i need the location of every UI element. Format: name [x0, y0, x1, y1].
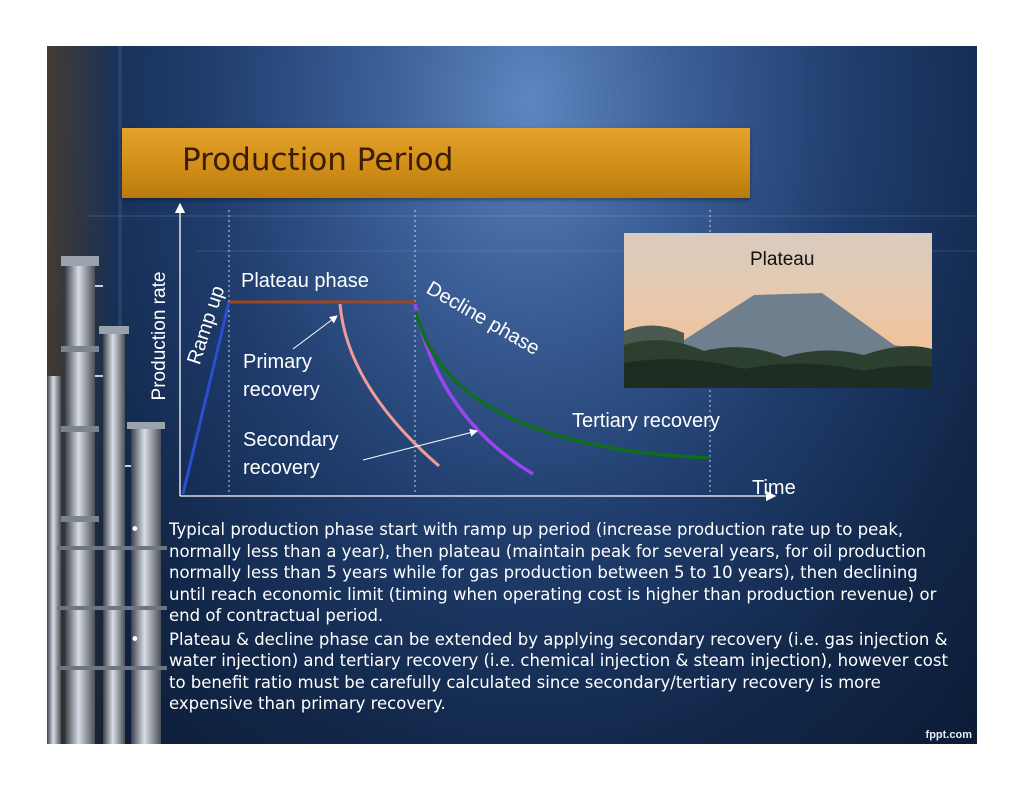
production-profile-diagram: Production rate Time Ramp up Plateau pha…	[149, 202, 796, 502]
y-axis-label: Production rate	[149, 272, 170, 401]
watermark: fppt.com	[925, 729, 972, 741]
bullet-text: Plateau & decline phase can be extended …	[169, 629, 948, 714]
decline-phase-label: Decline phase	[423, 277, 544, 359]
bullet-list: • Typical production phase start with ra…	[130, 519, 950, 717]
title-bar: Production Period	[122, 128, 750, 198]
primary-recovery-curve	[338, 303, 440, 468]
bullet-marker: •	[130, 629, 140, 649]
ramp-up-curve	[181, 301, 231, 495]
secondary-pointer-arrow	[362, 428, 478, 461]
primary-recovery-label-line1: Primary	[243, 351, 312, 373]
secondary-recovery-label-line2: recovery	[243, 457, 320, 479]
bullet-text: Typical production phase start with ramp…	[169, 520, 937, 625]
primary-pointer-arrow	[292, 315, 338, 350]
x-axis-label: Time	[752, 477, 796, 499]
slide: Production Period Production rate Time R…	[47, 46, 977, 744]
plateau-photo: Plateau	[624, 233, 932, 388]
refinery-towers	[47, 256, 167, 744]
plateau-photo-label: Plateau	[750, 249, 815, 270]
primary-recovery-label-line2: recovery	[243, 379, 320, 401]
bullet-item: • Plateau & decline phase can be extende…	[130, 629, 950, 715]
bullet-marker: •	[130, 520, 140, 539]
plateau-landscape-image	[624, 233, 932, 388]
plateau-phase-label: Plateau phase	[241, 270, 369, 292]
slide-title: Production Period	[182, 142, 454, 178]
bullet-item: • Typical production phase start with ra…	[130, 519, 950, 627]
tertiary-recovery-label: Tertiary recovery	[572, 410, 720, 432]
secondary-recovery-label-line1: Secondary	[243, 429, 339, 451]
tertiary-recovery-curve	[414, 310, 711, 460]
